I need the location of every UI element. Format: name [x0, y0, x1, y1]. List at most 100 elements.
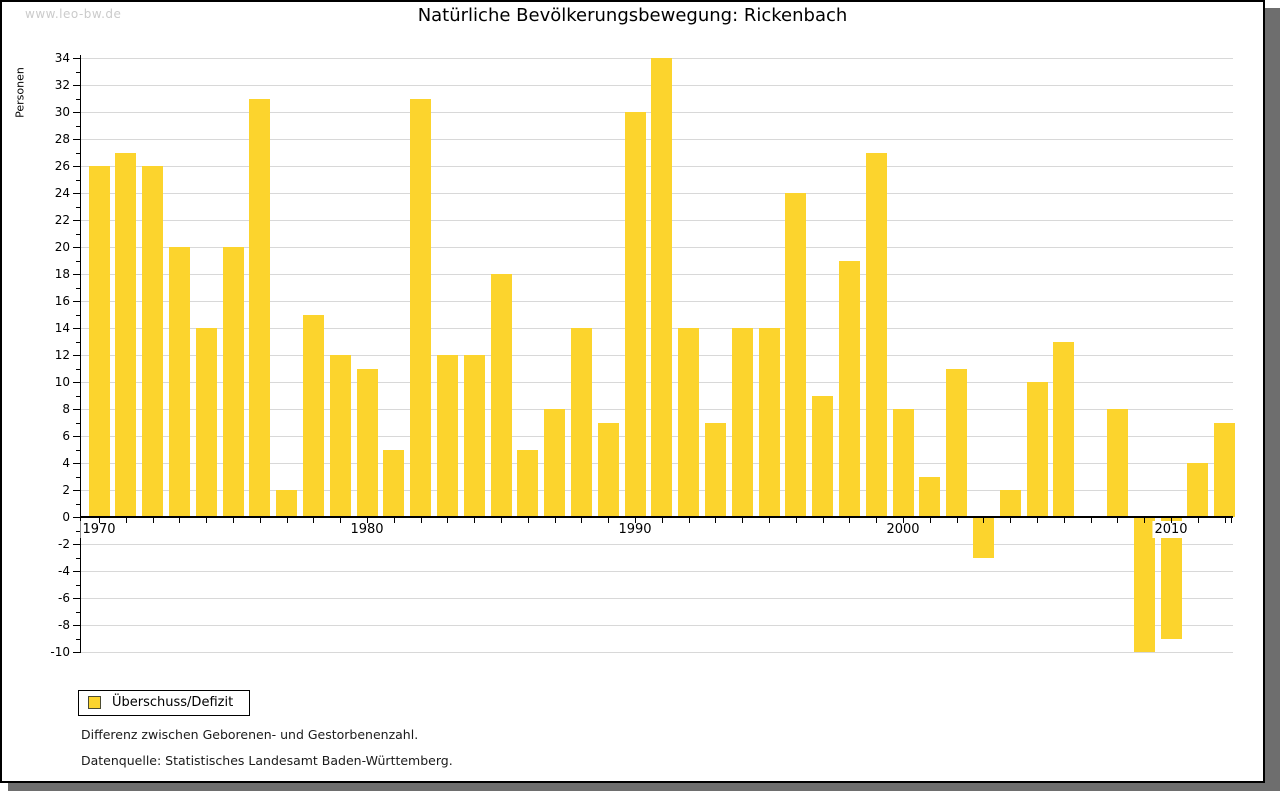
bar-2003 [972, 518, 994, 558]
y-tick-label--6: -6 [58, 591, 70, 605]
y-tick-label-20: 20 [54, 240, 70, 254]
y-tick-8 [73, 409, 80, 410]
bar-1998 [838, 260, 860, 517]
bar-1970 [88, 166, 110, 517]
y-tick-11 [76, 368, 80, 370]
y-tick--9 [76, 638, 80, 640]
x-tick-1982 [420, 518, 422, 523]
y-tick-label-0: 0 [62, 510, 70, 524]
x-tick-2008 [1117, 518, 1119, 523]
y-tick-22 [73, 220, 80, 221]
gridline--6 [80, 598, 1233, 599]
y-tick-19 [76, 260, 80, 262]
x-tick-2007 [1090, 518, 1092, 523]
x-tick-1970 [99, 518, 100, 523]
y-axis-line [80, 55, 81, 653]
footnote-description: Differenz zwischen Geborenen- und Gestor… [81, 727, 419, 742]
x-axis-label-1970: 1970 [80, 521, 118, 538]
x-tick-1999 [876, 518, 878, 523]
plot-area: -10 -8 -6 -4 -2 0 2 4 6 8 10 12 14 16 18 20 22 24 26 28 30 32… [50, 51, 1236, 659]
bar-2004 [999, 490, 1021, 517]
x-tick-2010 [1171, 518, 1172, 523]
bar-1974 [195, 328, 217, 517]
x-tick-1991 [661, 518, 663, 523]
bar-2011 [1187, 463, 1209, 517]
y-tick-18 [73, 274, 80, 275]
bar-1972 [142, 166, 164, 517]
y-tick-24 [73, 193, 80, 194]
bar-1999 [865, 152, 887, 517]
bar-1976 [249, 98, 271, 517]
y-tick-21 [76, 233, 80, 235]
bar-1996 [785, 193, 807, 517]
legend-label: Überschuss/Defizit [112, 695, 234, 710]
y-tick-4 [73, 463, 80, 464]
y-tick--1 [76, 530, 80, 532]
x-tick-1981 [393, 518, 395, 523]
bar-1991 [651, 58, 673, 517]
y-tick-15 [76, 314, 80, 316]
x-axis-end-tick [1231, 518, 1232, 523]
x-tick-2004 [1010, 518, 1012, 523]
x-tick-1998 [849, 518, 851, 523]
chart-title: Natürliche Bevölkerungsbewegung: Rickenb… [417, 5, 848, 26]
gridline--4 [80, 571, 1233, 572]
bar-1983 [436, 355, 458, 517]
x-tick-2006 [1063, 518, 1065, 523]
x-axis-label-2000: 2000 [884, 521, 922, 538]
y-tick-label--10: -10 [50, 645, 70, 659]
x-tick-2001 [929, 518, 931, 523]
x-tick-2003 [983, 518, 985, 523]
x-tick-2005 [1037, 518, 1038, 523]
y-tick-27 [76, 152, 80, 154]
x-tick-1995 [769, 518, 770, 523]
x-tick-1989 [608, 518, 610, 523]
bar-1971 [115, 152, 137, 517]
y-tick-23 [76, 206, 80, 208]
y-tick-29 [76, 125, 80, 127]
y-tick--3 [76, 557, 80, 559]
gridline--10 [80, 652, 1233, 653]
y-tick-12 [73, 355, 80, 356]
bar-1987 [544, 409, 566, 517]
x-tick-1986 [527, 518, 529, 523]
y-tick-label--8: -8 [58, 618, 70, 632]
x-tick-1980 [367, 518, 368, 523]
legend: Überschuss/Defizit [78, 690, 250, 716]
y-tick-label-10: 10 [54, 375, 70, 389]
y-tick-9 [76, 395, 80, 397]
y-tick--2 [73, 544, 80, 545]
bar-1990 [624, 112, 646, 517]
y-tick-label-14: 14 [54, 321, 70, 335]
x-tick-2000 [903, 518, 904, 523]
y-tick-label-26: 26 [54, 159, 70, 173]
gridline--2 [80, 544, 1233, 545]
y-tick-33 [76, 71, 80, 73]
bar-1986 [517, 449, 539, 517]
x-tick-1987 [554, 518, 556, 523]
y-tick--8 [73, 625, 80, 626]
x-axis-label-2010: 2010 [1152, 521, 1190, 538]
y-tick-3 [76, 476, 80, 478]
y-tick-17 [76, 287, 80, 289]
y-tick-32 [73, 85, 80, 86]
bar-1994 [731, 328, 753, 517]
x-tick-1983 [447, 518, 449, 523]
y-axis-title: Personen [13, 67, 27, 118]
y-tick-14 [73, 328, 80, 329]
x-tick-1979 [340, 518, 342, 523]
y-tick-34 [73, 58, 80, 59]
gridline--8 [80, 625, 1233, 626]
y-tick-label-32: 32 [54, 78, 70, 92]
x-tick-1984 [474, 518, 476, 523]
bar-2005 [1026, 382, 1048, 517]
x-tick-2012 [1224, 518, 1226, 523]
frame-shadow-right [1265, 8, 1280, 783]
x-tick-1996 [795, 518, 797, 523]
chart-frame: www.leo-bw.de Natürliche Bevölkerungsbew… [0, 0, 1265, 783]
bar-2000 [892, 409, 914, 517]
bar-1980 [356, 368, 378, 517]
y-tick-7 [76, 422, 80, 424]
y-tick--4 [73, 571, 80, 572]
y-tick-label-6: 6 [62, 429, 70, 443]
